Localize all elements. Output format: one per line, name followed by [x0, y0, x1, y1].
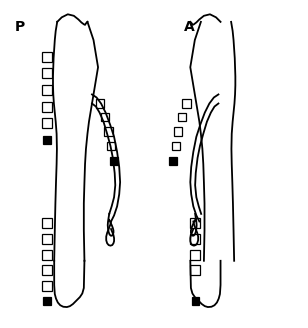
- Text: P: P: [15, 20, 25, 34]
- Bar: [190, 250, 201, 260]
- Bar: [174, 127, 182, 135]
- Bar: [43, 297, 51, 305]
- Bar: [101, 113, 109, 121]
- Bar: [169, 157, 177, 165]
- Bar: [42, 281, 52, 291]
- Bar: [110, 157, 118, 165]
- Bar: [42, 218, 52, 228]
- Bar: [107, 142, 115, 150]
- Bar: [104, 127, 113, 135]
- Bar: [42, 118, 52, 128]
- Bar: [42, 68, 52, 78]
- Bar: [182, 99, 191, 108]
- Bar: [178, 113, 186, 121]
- Bar: [190, 218, 201, 228]
- Bar: [42, 250, 52, 260]
- Bar: [42, 234, 52, 244]
- Bar: [42, 102, 52, 112]
- Bar: [42, 85, 52, 95]
- Bar: [42, 51, 52, 62]
- Bar: [172, 142, 180, 150]
- Bar: [192, 297, 199, 305]
- Bar: [43, 136, 51, 144]
- Bar: [190, 234, 201, 244]
- Bar: [42, 265, 52, 276]
- Bar: [96, 99, 104, 108]
- Text: A: A: [184, 20, 195, 34]
- Bar: [190, 265, 201, 276]
